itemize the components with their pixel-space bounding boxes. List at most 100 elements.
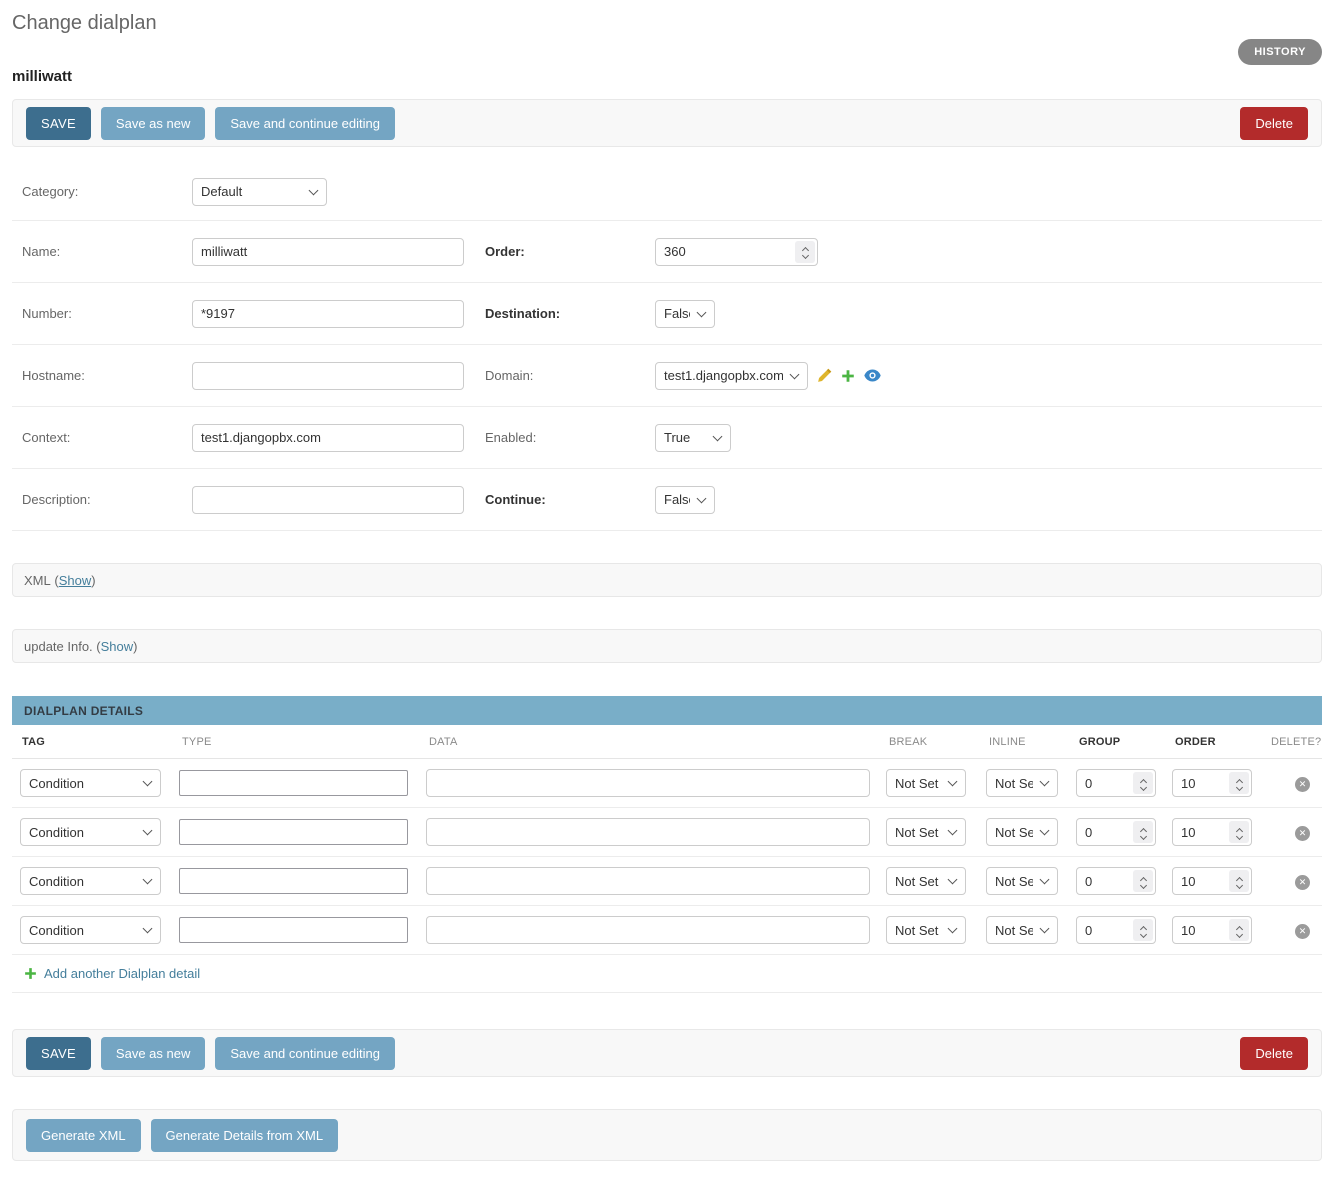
view-domain-icon[interactable] — [864, 369, 881, 382]
break-select[interactable]: Not Set — [886, 867, 966, 895]
update-info-section: update Info. (Show) — [12, 629, 1322, 663]
spinner-buttons[interactable] — [1133, 821, 1153, 843]
save-continue-button[interactable]: Save and continue editing — [215, 106, 395, 140]
inline-select[interactable]: Not Set — [986, 818, 1058, 846]
generate-xml-button[interactable]: Generate XML — [26, 1118, 141, 1152]
history-button[interactable]: HISTORY — [1238, 39, 1322, 65]
enabled-select[interactable]: True — [655, 423, 731, 452]
xml-section: XML (Show) — [12, 563, 1322, 597]
group-input[interactable] — [1077, 824, 1133, 840]
details-column-headers: TAG TYPE DATA BREAK INLINE GROUP ORDER D… — [12, 725, 1322, 759]
context-label: Context: — [22, 430, 71, 445]
spinner-buttons[interactable] — [795, 240, 815, 263]
data-input[interactable] — [426, 916, 870, 944]
group-stepper[interactable] — [1076, 769, 1156, 797]
category-row: Category: Default — [12, 163, 1322, 221]
number-row: Number: Destination: False — [12, 283, 1322, 345]
break-select[interactable]: Not Set — [886, 818, 966, 846]
add-domain-icon[interactable] — [841, 369, 855, 383]
domain-label: Domain: — [485, 368, 534, 383]
type-input[interactable] — [179, 770, 408, 796]
group-stepper[interactable] — [1076, 916, 1156, 944]
spinner-buttons[interactable] — [1229, 821, 1249, 843]
delete-button[interactable]: Delete — [1240, 1036, 1308, 1070]
group-input[interactable] — [1077, 922, 1133, 938]
save-as-new-button[interactable]: Save as new — [100, 106, 206, 140]
col-tag: TAG — [22, 735, 46, 748]
order-stepper[interactable] — [1172, 867, 1252, 895]
break-select[interactable]: Not Set — [886, 916, 966, 944]
tag-select[interactable]: Condition — [20, 818, 161, 846]
type-input[interactable] — [179, 917, 408, 943]
col-order: ORDER — [1175, 735, 1216, 748]
update-info-show-link[interactable]: Show — [100, 638, 134, 654]
page-title: Change dialplan — [12, 12, 157, 34]
spinner-buttons[interactable] — [1133, 919, 1153, 941]
tag-select[interactable]: Condition — [20, 867, 161, 895]
inline-select[interactable]: Not Set — [986, 769, 1058, 797]
group-input[interactable] — [1077, 775, 1133, 791]
group-stepper[interactable] — [1076, 818, 1156, 846]
category-select[interactable]: Default — [192, 177, 327, 206]
save-button[interactable]: SAVE — [26, 106, 91, 140]
delete-row-icon[interactable]: ✕ — [1295, 825, 1310, 841]
domain-select[interactable]: test1.djangopbx.com — [655, 361, 808, 390]
tag-select[interactable]: Condition — [20, 769, 161, 797]
data-input[interactable] — [426, 769, 870, 797]
type-input[interactable] — [179, 819, 408, 845]
xml-show-link[interactable]: Show — [58, 572, 92, 588]
spinner-buttons[interactable] — [1229, 772, 1249, 794]
delete-button[interactable]: Delete — [1240, 106, 1308, 140]
save-continue-button[interactable]: Save and continue editing — [215, 1036, 395, 1070]
hostname-input[interactable] — [192, 361, 464, 390]
spinner-buttons[interactable] — [1229, 870, 1249, 892]
order-input[interactable] — [656, 244, 795, 259]
order-input[interactable] — [1173, 775, 1229, 791]
spinner-buttons[interactable] — [1133, 772, 1153, 794]
group-input[interactable] — [1077, 873, 1133, 889]
delete-row-icon[interactable]: ✕ — [1295, 776, 1310, 792]
generate-details-button[interactable]: Generate Details from XML — [150, 1118, 339, 1152]
delete-row-icon[interactable]: ✕ — [1295, 923, 1310, 939]
break-select[interactable]: Not Set — [886, 769, 966, 797]
inline-select[interactable]: Not Set — [986, 867, 1058, 895]
edit-domain-icon[interactable] — [817, 368, 832, 383]
order-stepper[interactable] — [1172, 818, 1252, 846]
inline-select[interactable]: Not Set — [986, 916, 1058, 944]
top-actions-bar: SAVE Save as new Save and continue editi… — [12, 99, 1322, 147]
col-type: TYPE — [182, 735, 212, 748]
name-input[interactable] — [192, 237, 464, 266]
context-input[interactable] — [192, 423, 464, 452]
data-input[interactable] — [426, 818, 870, 846]
order-input[interactable] — [1173, 824, 1229, 840]
save-as-new-button[interactable]: Save as new — [100, 1036, 206, 1070]
destination-select[interactable]: False — [655, 299, 715, 328]
description-input[interactable] — [192, 485, 464, 514]
add-dialplan-detail-link[interactable]: Add another Dialplan detail — [44, 966, 201, 981]
col-delete: DELETE? — [1271, 735, 1322, 748]
col-data: DATA — [429, 735, 458, 748]
spinner-buttons[interactable] — [1229, 919, 1249, 941]
col-group: GROUP — [1079, 735, 1121, 748]
hostname-row: Hostname: Domain: test1.djangopbx.com — [12, 345, 1322, 407]
data-input[interactable] — [426, 867, 870, 895]
detail-row: Condition Not Set Not Set ✕ — [12, 906, 1322, 955]
name-label: Name: — [22, 244, 61, 259]
delete-row-icon[interactable]: ✕ — [1295, 874, 1310, 890]
hostname-label: Hostname: — [22, 368, 85, 383]
order-input[interactable] — [1173, 873, 1229, 889]
save-button[interactable]: SAVE — [26, 1036, 91, 1070]
object-header: milliwatt HISTORY — [12, 37, 1322, 85]
order-stepper[interactable] — [655, 237, 818, 266]
context-row: Context: Enabled: True — [12, 407, 1322, 469]
order-stepper[interactable] — [1172, 916, 1252, 944]
order-input[interactable] — [1173, 922, 1229, 938]
tag-select[interactable]: Condition — [20, 916, 161, 944]
type-input[interactable] — [179, 868, 408, 894]
number-input[interactable] — [192, 299, 464, 328]
continue-label: Continue: — [485, 492, 546, 507]
group-stepper[interactable] — [1076, 867, 1156, 895]
continue-select[interactable]: False — [655, 485, 715, 514]
spinner-buttons[interactable] — [1133, 870, 1153, 892]
order-stepper[interactable] — [1172, 769, 1252, 797]
